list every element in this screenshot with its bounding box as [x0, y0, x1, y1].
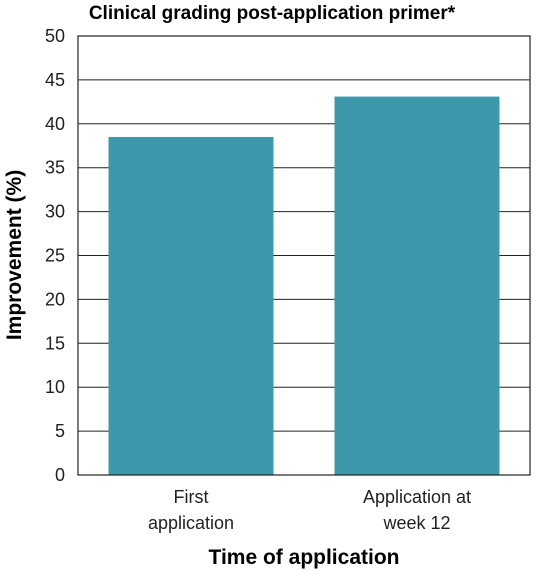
bars: [108, 96, 500, 475]
y-tick-label: 0: [55, 465, 65, 485]
y-tick-label: 30: [45, 202, 65, 222]
y-tick-label: 15: [45, 333, 65, 353]
y-tick-label: 40: [45, 114, 65, 134]
y-tick-label: 35: [45, 158, 65, 178]
chart-title: Clinical grading post-application primer…: [89, 3, 456, 24]
x-axis-label: Time of application: [209, 546, 400, 569]
y-tick-label: 45: [45, 70, 65, 90]
y-axis-label: Improvement (%): [3, 170, 26, 340]
x-category-label: First: [174, 487, 209, 507]
y-tick-label: 25: [45, 246, 65, 266]
x-category-label: week 12: [382, 513, 450, 533]
bar: [108, 136, 274, 475]
y-tick-label: 10: [45, 377, 65, 397]
y-tick-label: 20: [45, 289, 65, 309]
plot-frame: [77, 35, 531, 476]
bar: [334, 96, 500, 475]
x-category-labels: First application Application at week 12: [148, 487, 471, 533]
y-tick-label: 50: [45, 26, 65, 46]
y-tick-label: 5: [55, 421, 65, 441]
x-category-label: Application at: [363, 487, 471, 507]
y-tick-labels: 0 5 10 15 20 25 30 35 40 45 50: [45, 26, 65, 485]
x-category-label: application: [148, 513, 234, 533]
